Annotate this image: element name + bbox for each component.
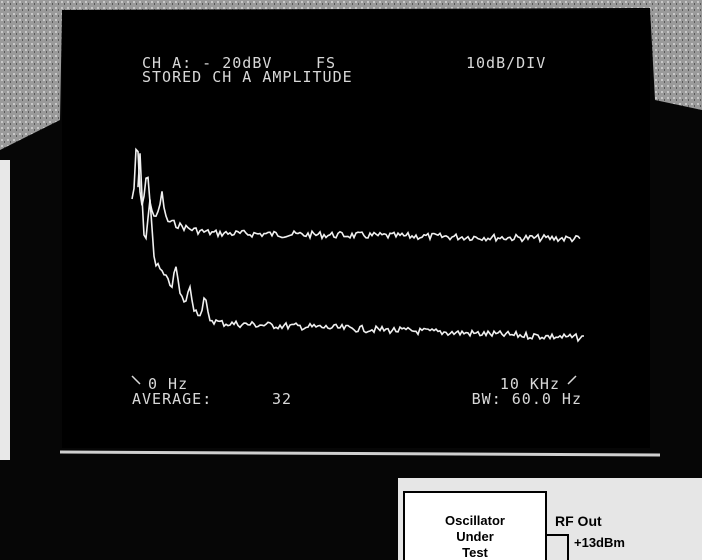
output-label: RF Out xyxy=(555,513,602,529)
box-line: Under xyxy=(456,529,494,544)
page: CH A: - 20dBV FS 10dB/DIV STORED CH A AM… xyxy=(0,0,702,560)
bandwidth: BW: 60.0 Hz xyxy=(472,390,582,408)
box-line: Test xyxy=(462,545,488,560)
box-line: Oscillator xyxy=(445,513,505,528)
header-scale: 10dB/DIV xyxy=(466,54,546,72)
photo: CH A: - 20dBV FS 10dB/DIV STORED CH A AM… xyxy=(0,0,702,560)
average-label: AVERAGE: xyxy=(132,390,212,408)
left-edge xyxy=(0,160,10,460)
header-mode: STORED CH A AMPLITUDE xyxy=(142,68,353,86)
average-value: 32 xyxy=(272,390,292,408)
output-level: +13dBm xyxy=(574,535,625,550)
